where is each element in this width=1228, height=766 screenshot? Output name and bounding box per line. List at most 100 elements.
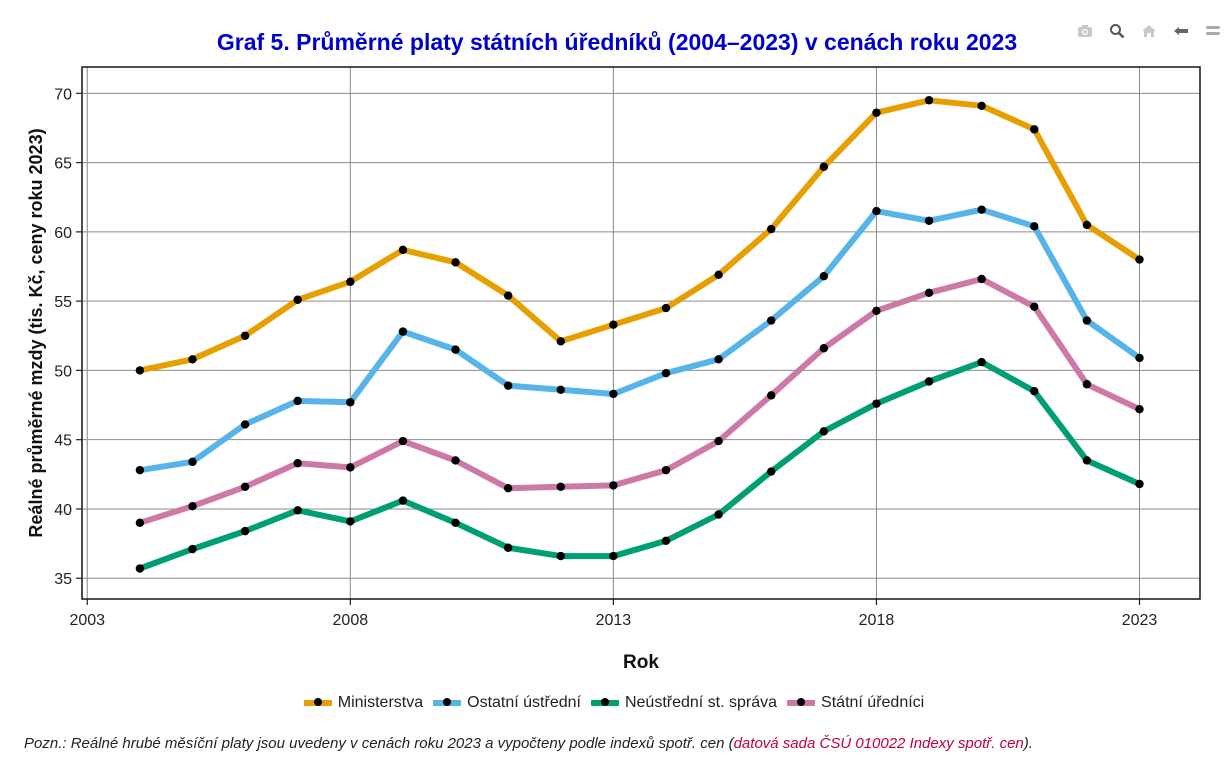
data-point[interactable] bbox=[714, 270, 723, 280]
data-point[interactable] bbox=[767, 224, 776, 234]
data-point[interactable] bbox=[872, 108, 881, 117]
data-point[interactable] bbox=[1135, 353, 1144, 363]
data-point[interactable] bbox=[293, 295, 302, 304]
data-point[interactable] bbox=[451, 518, 460, 528]
data-point[interactable] bbox=[714, 510, 723, 519]
data-point[interactable] bbox=[451, 258, 460, 267]
data-point[interactable] bbox=[398, 245, 408, 255]
home-icon[interactable] bbox=[1140, 22, 1158, 40]
data-point[interactable] bbox=[135, 366, 145, 375]
legend-item-2[interactable]: Neústřední st. správa bbox=[590, 694, 777, 712]
data-point[interactable] bbox=[240, 482, 250, 491]
data-point[interactable] bbox=[1082, 456, 1092, 465]
data-point[interactable] bbox=[1135, 255, 1144, 264]
data-point[interactable] bbox=[872, 399, 881, 408]
data-point[interactable] bbox=[1082, 316, 1092, 325]
data-point[interactable] bbox=[503, 483, 513, 493]
data-point[interactable] bbox=[451, 345, 460, 354]
x-tick-label: 2018 bbox=[859, 612, 895, 629]
data-point[interactable] bbox=[398, 496, 408, 505]
data-point[interactable] bbox=[556, 385, 565, 395]
data-point[interactable] bbox=[924, 96, 934, 105]
data-point[interactable] bbox=[293, 396, 302, 406]
data-point[interactable] bbox=[609, 389, 618, 399]
menu-icon[interactable] bbox=[1204, 22, 1222, 40]
legend-item-1[interactable]: Ostatní ústřední bbox=[433, 694, 581, 712]
data-point[interactable] bbox=[977, 357, 986, 367]
y-axis-label: Reálné průměrné mzdy (tis. Kč, ceny roku… bbox=[26, 128, 46, 537]
data-point[interactable] bbox=[1030, 222, 1039, 231]
data-point[interactable] bbox=[767, 467, 776, 476]
plot-frame bbox=[81, 66, 1201, 600]
data-point[interactable] bbox=[503, 291, 513, 300]
zoom-icon[interactable] bbox=[1108, 22, 1126, 40]
data-point[interactable] bbox=[556, 482, 565, 491]
data-point[interactable] bbox=[556, 551, 565, 561]
data-point[interactable] bbox=[1030, 302, 1039, 311]
legend-item-0[interactable]: Ministerstva bbox=[303, 694, 423, 712]
legend-swatch bbox=[787, 698, 816, 706]
data-point[interactable] bbox=[293, 506, 302, 515]
data-point[interactable] bbox=[1135, 404, 1144, 414]
data-point[interactable] bbox=[503, 381, 513, 390]
data-point[interactable] bbox=[451, 456, 460, 465]
data-point[interactable] bbox=[293, 459, 302, 468]
data-point[interactable] bbox=[240, 331, 250, 340]
footnote: Pozn.: Reálné hrubé měsíční platy jsou u… bbox=[24, 735, 1033, 752]
data-point[interactable] bbox=[661, 303, 671, 313]
data-point[interactable] bbox=[661, 536, 671, 546]
data-point[interactable] bbox=[1082, 220, 1092, 230]
data-point[interactable] bbox=[346, 398, 355, 407]
data-point[interactable] bbox=[135, 518, 145, 528]
data-point[interactable] bbox=[714, 355, 723, 364]
data-point[interactable] bbox=[1135, 479, 1144, 489]
data-point[interactable] bbox=[1030, 125, 1039, 134]
footnote-suffix: ). bbox=[1023, 735, 1033, 752]
data-point[interactable] bbox=[767, 391, 776, 400]
data-point[interactable] bbox=[661, 368, 671, 378]
data-point[interactable] bbox=[924, 288, 934, 298]
data-point[interactable] bbox=[346, 463, 355, 472]
data-point[interactable] bbox=[503, 543, 513, 552]
data-point[interactable] bbox=[609, 551, 618, 561]
pan-left-icon[interactable] bbox=[1172, 22, 1190, 40]
data-point[interactable] bbox=[188, 355, 197, 364]
data-point[interactable] bbox=[188, 544, 197, 554]
data-point[interactable] bbox=[872, 306, 881, 316]
data-point[interactable] bbox=[188, 457, 197, 467]
legend-label: Státní úředníci bbox=[821, 694, 925, 711]
data-point[interactable] bbox=[556, 337, 565, 346]
data-point[interactable] bbox=[1082, 380, 1092, 389]
legend-item-3[interactable]: Státní úředníci bbox=[787, 694, 924, 712]
data-point[interactable] bbox=[872, 206, 881, 216]
data-point[interactable] bbox=[924, 216, 934, 225]
data-point[interactable] bbox=[1030, 386, 1039, 396]
x-tick-label: 2013 bbox=[596, 612, 632, 629]
data-point[interactable] bbox=[135, 564, 145, 573]
data-point[interactable] bbox=[609, 320, 618, 329]
data-point[interactable] bbox=[714, 436, 723, 446]
data-point[interactable] bbox=[609, 481, 618, 490]
legend-swatch bbox=[433, 698, 462, 706]
data-point[interactable] bbox=[398, 327, 408, 336]
data-point[interactable] bbox=[977, 205, 986, 214]
data-point[interactable] bbox=[977, 274, 986, 284]
data-point[interactable] bbox=[924, 377, 934, 386]
data-point[interactable] bbox=[977, 101, 986, 110]
data-point[interactable] bbox=[135, 465, 145, 475]
data-point[interactable] bbox=[767, 316, 776, 325]
camera-icon[interactable] bbox=[1076, 22, 1094, 40]
data-point[interactable] bbox=[346, 517, 355, 526]
data-point[interactable] bbox=[819, 427, 829, 436]
y-tick-label: 65 bbox=[54, 156, 72, 173]
data-point[interactable] bbox=[398, 436, 408, 446]
dataset-link[interactable]: datová sada ČSÚ 010022 Indexy spotř. cen bbox=[733, 735, 1024, 752]
data-point[interactable] bbox=[819, 271, 829, 281]
data-point[interactable] bbox=[819, 344, 829, 353]
data-point[interactable] bbox=[240, 526, 250, 536]
data-point[interactable] bbox=[819, 162, 829, 171]
data-point[interactable] bbox=[188, 501, 197, 511]
data-point[interactable] bbox=[661, 465, 671, 475]
data-point[interactable] bbox=[346, 277, 355, 286]
data-point[interactable] bbox=[240, 420, 250, 429]
